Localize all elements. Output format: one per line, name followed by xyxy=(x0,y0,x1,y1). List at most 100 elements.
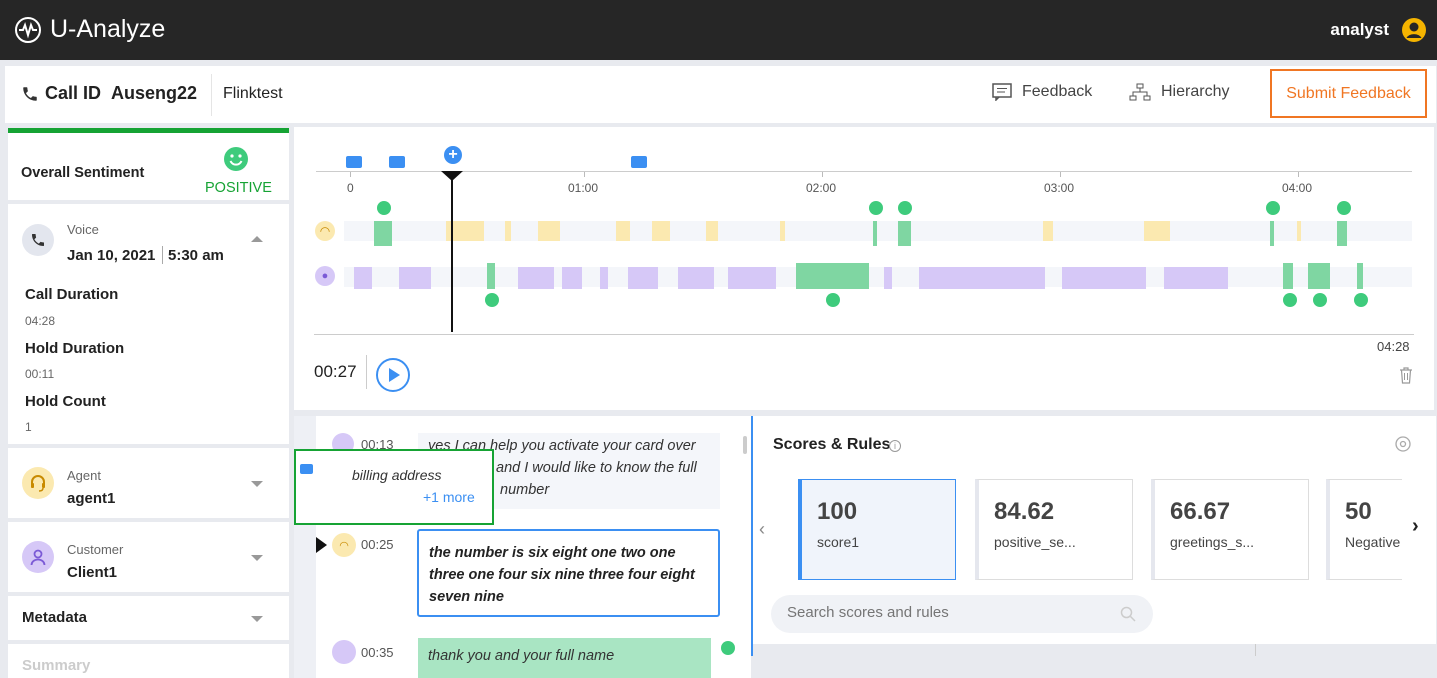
agent-segment-positive[interactable] xyxy=(374,221,392,246)
customer-segment-positive[interactable] xyxy=(1308,263,1330,289)
tick-label: 02:00 xyxy=(806,181,837,195)
feedback-tooltip[interactable]: billing address +1 more xyxy=(294,449,494,525)
hierarchy-icon xyxy=(1129,83,1151,101)
expand-icon[interactable] xyxy=(251,481,263,487)
agent-segment[interactable] xyxy=(538,221,560,241)
agent-segment-positive[interactable] xyxy=(873,221,877,246)
metadata-card[interactable]: Metadata xyxy=(8,596,289,640)
scrollbar-thumb[interactable] xyxy=(743,436,747,454)
timestamp: 00:25 xyxy=(361,537,394,552)
submit-feedback-button[interactable]: Submit Feedback xyxy=(1270,69,1427,118)
call-duration-value: 04:28 xyxy=(25,314,56,328)
agent-segment[interactable] xyxy=(446,221,484,241)
person-icon xyxy=(30,549,46,566)
feedback-button[interactable]: Feedback xyxy=(992,83,1092,101)
tick-label: 01:00 xyxy=(568,181,599,195)
agent-segment[interactable] xyxy=(1043,221,1053,241)
customer-segment[interactable] xyxy=(1164,267,1228,289)
scroll-left-icon[interactable]: ‹ xyxy=(759,519,765,539)
score-card[interactable]: 66.67 greetings_s... xyxy=(1151,479,1309,580)
message-bubble-active[interactable]: the number is six eight one two one thre… xyxy=(417,529,720,617)
customer-segment-positive[interactable] xyxy=(487,263,495,289)
customer-segment[interactable] xyxy=(600,267,608,289)
agent-segment[interactable] xyxy=(616,221,630,241)
user-menu[interactable]: analyst xyxy=(1330,17,1427,43)
agent-segment-positive[interactable] xyxy=(1337,221,1347,246)
customer-segment[interactable] xyxy=(518,267,554,289)
positive-smiley-icon xyxy=(1283,293,1297,307)
customer-segment[interactable] xyxy=(1062,267,1146,289)
scroll-right-icon[interactable]: › xyxy=(1412,515,1419,537)
voice-card: Voice Jan 10, 2021 5:30 am Call Duration… xyxy=(8,204,289,444)
customer-segment[interactable] xyxy=(919,267,1045,289)
agent-segment[interactable] xyxy=(652,221,670,241)
score-card[interactable]: 100 score1 xyxy=(798,479,956,580)
divider xyxy=(162,246,163,264)
audio-timeline[interactable]: + 0 01:00 02:00 03:00 04:00 ◠ ● xyxy=(294,127,1434,410)
agent-segment[interactable] xyxy=(1297,221,1301,241)
panel-divider[interactable] xyxy=(751,416,753,656)
settings-icon[interactable] xyxy=(1394,435,1412,453)
expand-icon[interactable] xyxy=(251,616,263,622)
scores-panel: Scores & Rules i ‹ › 100 score1 84.62 po… xyxy=(753,416,1436,678)
agent-segment[interactable] xyxy=(505,221,511,241)
agent-segment[interactable] xyxy=(1144,221,1170,241)
agent-segment[interactable] xyxy=(706,221,718,241)
customer-segment-positive[interactable] xyxy=(1357,263,1363,289)
customer-segment[interactable] xyxy=(628,267,658,289)
agent-segment-positive[interactable] xyxy=(1270,221,1274,246)
hold-duration-value: 00:11 xyxy=(25,367,55,381)
app-title: U-Analyze xyxy=(50,15,166,43)
progress-track[interactable] xyxy=(314,334,1414,335)
divider xyxy=(211,74,212,116)
call-date: Jan 10, 2021 xyxy=(67,247,156,264)
customer-segment[interactable] xyxy=(678,267,714,289)
score-card[interactable]: 50 Negative xyxy=(1326,479,1402,580)
feedback-marker-icon[interactable] xyxy=(631,156,647,168)
agent-segment[interactable] xyxy=(780,221,785,241)
positive-smiley-icon xyxy=(485,293,499,307)
customer-segment[interactable] xyxy=(354,267,372,289)
agent-label: Agent xyxy=(67,468,101,483)
search-input[interactable] xyxy=(787,604,1107,621)
score-card[interactable]: 84.62 positive_se... xyxy=(975,479,1133,580)
expand-icon[interactable] xyxy=(251,555,263,561)
collapse-icon[interactable] xyxy=(251,236,263,242)
comment-icon xyxy=(992,83,1012,101)
score-name: Negative xyxy=(1345,534,1401,550)
metadata-label: Metadata xyxy=(22,609,88,626)
customer-segment-positive[interactable] xyxy=(1283,263,1293,289)
hierarchy-button[interactable]: Hierarchy xyxy=(1129,83,1229,101)
transcript-panel: 00:13 yes I can help you activate your c… xyxy=(294,416,751,678)
customer-card[interactable]: Customer Client1 xyxy=(8,522,289,592)
feedback-marker-icon[interactable] xyxy=(389,156,405,168)
customer-avatar xyxy=(22,541,54,573)
brand[interactable]: U-Analyze xyxy=(14,15,165,44)
tick xyxy=(584,172,585,177)
feedback-label: Feedback xyxy=(1022,83,1093,100)
search-scores-input[interactable] xyxy=(771,595,1153,633)
customer-segment[interactable] xyxy=(728,267,776,289)
info-icon[interactable]: i xyxy=(889,440,901,452)
feedback-marker-icon[interactable] xyxy=(346,156,362,168)
trash-icon[interactable] xyxy=(1399,367,1413,384)
hold-duration-label: Hold Duration xyxy=(25,340,125,357)
customer-segment[interactable] xyxy=(884,267,892,289)
message-bubble-positive[interactable]: thank you and your full name xyxy=(418,638,711,678)
playhead-line[interactable] xyxy=(451,175,453,332)
play-button[interactable] xyxy=(376,358,410,392)
positive-smiley-icon xyxy=(1266,201,1280,215)
score-cards-viewport: 100 score1 84.62 positive_se... 66.67 gr… xyxy=(793,416,1402,678)
agent-segment-positive[interactable] xyxy=(898,221,911,246)
agent-card[interactable]: Agent agent1 xyxy=(8,448,289,518)
add-marker-icon[interactable]: + xyxy=(444,146,462,164)
customer-segment[interactable] xyxy=(562,267,582,289)
positive-smiley-icon xyxy=(1337,201,1351,215)
customer-segment[interactable] xyxy=(399,267,431,289)
overall-sentiment-card: Overall Sentiment POSITIVE xyxy=(8,128,289,200)
score-name: positive_se... xyxy=(994,534,1076,550)
more-link[interactable]: +1 more xyxy=(423,489,475,505)
customer-label: Customer xyxy=(67,542,124,557)
summary-card[interactable]: Summary xyxy=(8,644,289,678)
customer-segment-positive[interactable] xyxy=(796,263,869,289)
